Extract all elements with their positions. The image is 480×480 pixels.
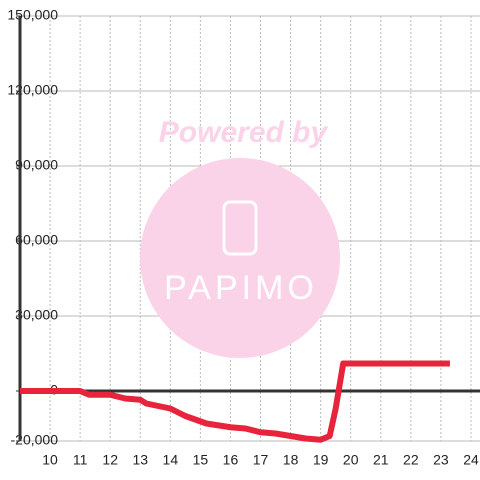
line-series: [20, 360, 450, 443]
y-tick-label: 120,000: [7, 82, 58, 98]
watermark-text: Powered by: [159, 116, 329, 149]
x-tick-label: 13: [132, 452, 148, 468]
watermark-logo: PAPIMO: [164, 269, 318, 307]
x-tick-label: 18: [283, 452, 299, 468]
x-tick-label: 19: [313, 452, 329, 468]
x-tick-label: 10: [42, 452, 58, 468]
y-tick-label: 150,000: [7, 7, 58, 23]
x-tick-label: 16: [223, 452, 239, 468]
y-tick-label: 90,000: [15, 157, 58, 173]
x-tick-label: 11: [73, 452, 88, 468]
watermark-circle: [140, 158, 340, 358]
watermark-icon: [222, 200, 258, 256]
x-tick-label: 15: [193, 452, 209, 468]
y-tick-label: 60,000: [15, 232, 58, 248]
x-tick-label: 23: [433, 452, 449, 468]
x-tick-label: 20: [343, 452, 359, 468]
x-tick-label: 14: [163, 452, 179, 468]
x-tick-label: 22: [403, 452, 419, 468]
x-tick-label: 21: [373, 452, 389, 468]
y-tick-label: 30,000: [15, 307, 58, 323]
x-tick-label: 12: [102, 452, 118, 468]
y-tick-label: -20,000: [11, 432, 59, 448]
x-tick-label: 17: [253, 452, 269, 468]
x-tick-label: 24: [463, 452, 479, 468]
